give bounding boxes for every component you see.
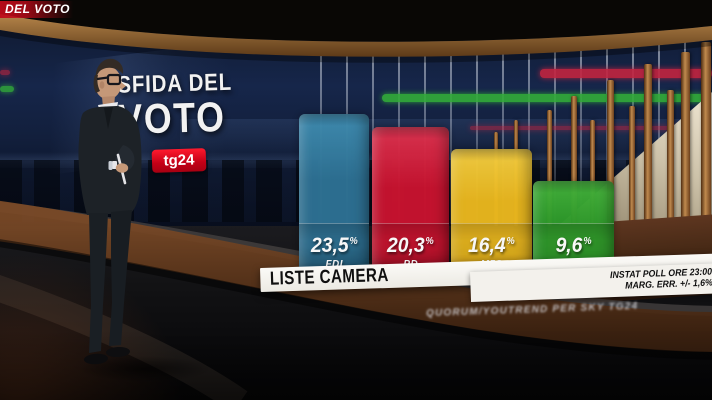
- green-light-streak: [382, 94, 712, 102]
- wood-slat: [571, 96, 577, 238]
- pole: [528, 42, 530, 224]
- pole: [450, 42, 452, 224]
- bar-value: 9,6%: [556, 235, 592, 256]
- pole: [658, 42, 660, 224]
- bar-value-number: 23,5: [310, 233, 349, 257]
- percent-sign: %: [349, 235, 358, 247]
- wood-slat: [644, 64, 652, 242]
- wood-slat: [607, 80, 614, 240]
- wood-slat: [667, 90, 674, 242]
- bar-value-number: 16,4: [468, 233, 506, 257]
- bar-value: 20,3%: [387, 235, 434, 256]
- bar-top-sheen: [372, 127, 449, 139]
- corner-bug: DEL VOTO: [0, 1, 86, 18]
- percent-sign: %: [506, 235, 515, 247]
- wood-slat: [629, 106, 635, 242]
- poll-bar: 23,5% FDI: [299, 114, 369, 280]
- wood-slat: [681, 52, 690, 244]
- green-light-dash: [0, 86, 14, 92]
- wood-slat: [547, 110, 552, 228]
- glasses-icon: [106, 73, 122, 86]
- wood-slat: [701, 42, 711, 244]
- poll-bar: 20,3% PD: [372, 127, 449, 280]
- red-light-dash: [0, 70, 10, 75]
- bar-value: 23,5%: [311, 235, 358, 256]
- bar-value-number: 20,3: [387, 233, 425, 257]
- pole: [476, 42, 478, 224]
- pole: [580, 42, 582, 224]
- pole: [554, 42, 556, 224]
- poll-info-line2: MARG. ERR. +/- 1,6%: [624, 277, 712, 292]
- percent-sign: %: [583, 235, 592, 247]
- banner-title: LISTE CAMERA: [269, 264, 390, 290]
- bar-top-sheen: [533, 181, 614, 193]
- presenter-figure: [78, 58, 142, 365]
- studio-ceiling-arch: [0, 0, 712, 63]
- bar-top-sheen: [299, 114, 369, 126]
- percent-sign: %: [425, 235, 434, 247]
- wood-slat: [590, 120, 595, 238]
- pole: [502, 42, 504, 224]
- bar-value-number: 9,6: [555, 233, 583, 257]
- red-light-streak: [540, 69, 712, 78]
- bar-top-sheen: [451, 149, 532, 161]
- bar-value: 16,4%: [468, 235, 515, 256]
